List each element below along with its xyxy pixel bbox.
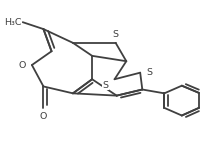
Text: S: S: [147, 68, 152, 77]
Text: O: O: [18, 61, 25, 69]
Text: S: S: [113, 30, 119, 39]
Text: S: S: [102, 81, 108, 90]
Text: O: O: [40, 112, 47, 121]
Text: H₃C: H₃C: [4, 18, 22, 27]
